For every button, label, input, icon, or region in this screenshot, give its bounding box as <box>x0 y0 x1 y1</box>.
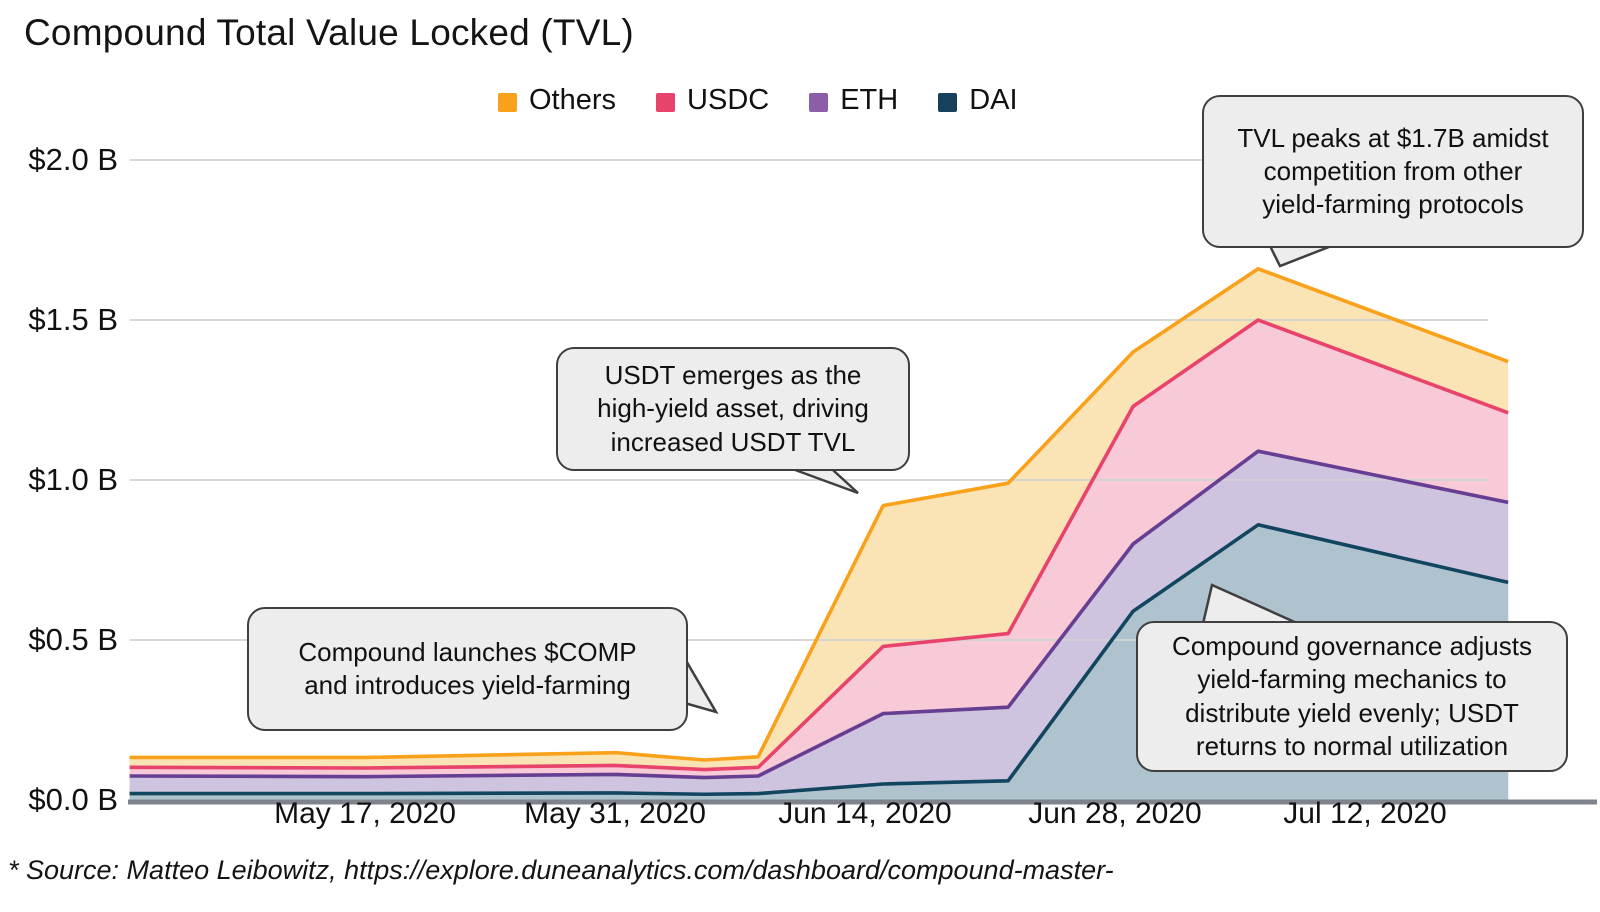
annotation-gov-line4: returns to normal utilization <box>1195 730 1509 761</box>
annotation-gov-line1: Compound governance adjusts <box>1172 631 1532 662</box>
legend-item-eth: ETH <box>809 84 898 117</box>
line-usdc <box>129 318 1509 772</box>
annotation-peak-bubble: TVL peaks at $1.7B amidst competition fr… <box>1202 95 1584 248</box>
annotation-comp-line1: Compound launches $COMP <box>298 636 637 667</box>
annotation-peak-line3: yield-farming protocols <box>1262 189 1524 219</box>
line-eth <box>129 449 1509 780</box>
y-axis-label-2-0: $2.0 B <box>28 142 118 177</box>
x-axis-label-jul12: Jul 12, 2020 <box>1283 797 1447 830</box>
source-footnote: * Source: Matteo Leibowitz, https://expl… <box>8 855 1114 885</box>
annotation-usdt-bubble: USDT emerges as the high-yield asset, dr… <box>556 347 910 471</box>
annotation-gov-bubble: Compound governance adjusts yield-farmin… <box>1136 621 1568 772</box>
annotation-usdt-line3: increased USDT TVL <box>610 426 856 457</box>
legend-label-dai: DAI <box>969 84 1018 116</box>
annotation-gov-line2: yield-farming mechanics to <box>1197 664 1507 695</box>
x-axis-label-may17: May 17, 2020 <box>274 797 456 830</box>
chart-legend: Others USDC ETH DAI <box>498 84 1018 117</box>
annotation-comp-line2: and introduces yield-farming <box>304 670 631 700</box>
y-axis-label-0-5: $0.5 B <box>28 622 118 657</box>
y-axis-label-1-5: $1.5 B <box>28 302 118 337</box>
legend-label-others: Others <box>529 84 617 116</box>
annotation-usdt-line1: USDT emerges as the <box>604 360 862 391</box>
legend-item-dai: DAI <box>938 84 1018 117</box>
annotation-peak-line2: competition from other <box>1263 155 1523 186</box>
y-axis-label-0-0: $0.0 B <box>28 782 118 817</box>
line-dai <box>129 522 1509 797</box>
legend-item-others: Others <box>498 84 616 117</box>
annotation-peak-line1: TVL peaks at $1.7B amidst <box>1237 122 1549 153</box>
legend-label-eth: ETH <box>840 84 899 116</box>
y-axis-label-1-0: $1.0 B <box>28 462 118 497</box>
x-axis-label-jun14: Jun 14, 2020 <box>778 797 952 830</box>
annotation-gov-line3: distribute yield evenly; USDT <box>1185 697 1519 728</box>
x-axis-label-jun28: Jun 28, 2020 <box>1028 797 1202 830</box>
page-title: Compound Total Value Locked (TVL) <box>24 12 634 53</box>
annotation-usdt-line2: high-yield asset, driving <box>597 393 869 424</box>
annotation-comp-bubble: Compound launches $COMP and introduces y… <box>247 607 688 731</box>
legend-swatch-eth-icon <box>809 92 829 112</box>
legend-item-usdc: USDC <box>656 84 769 117</box>
line-others <box>129 266 1509 762</box>
legend-swatch-usdc-icon <box>656 92 676 112</box>
legend-swatch-others-icon <box>498 92 517 112</box>
legend-label-usdc: USDC <box>687 84 770 116</box>
x-axis-label-may31: May 31, 2020 <box>524 797 706 830</box>
legend-swatch-dai-icon <box>938 92 958 112</box>
